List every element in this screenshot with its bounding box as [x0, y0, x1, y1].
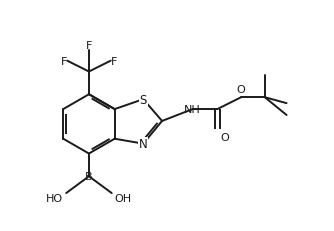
Text: O: O — [237, 85, 245, 95]
Text: F: F — [111, 56, 117, 66]
Text: S: S — [140, 93, 147, 106]
Text: HO: HO — [46, 193, 63, 203]
Text: B: B — [85, 171, 93, 182]
Text: F: F — [61, 56, 67, 66]
Text: N: N — [139, 137, 148, 151]
Text: F: F — [86, 41, 92, 51]
Text: O: O — [220, 132, 229, 142]
Text: OH: OH — [115, 193, 132, 203]
Text: NH: NH — [184, 105, 201, 115]
